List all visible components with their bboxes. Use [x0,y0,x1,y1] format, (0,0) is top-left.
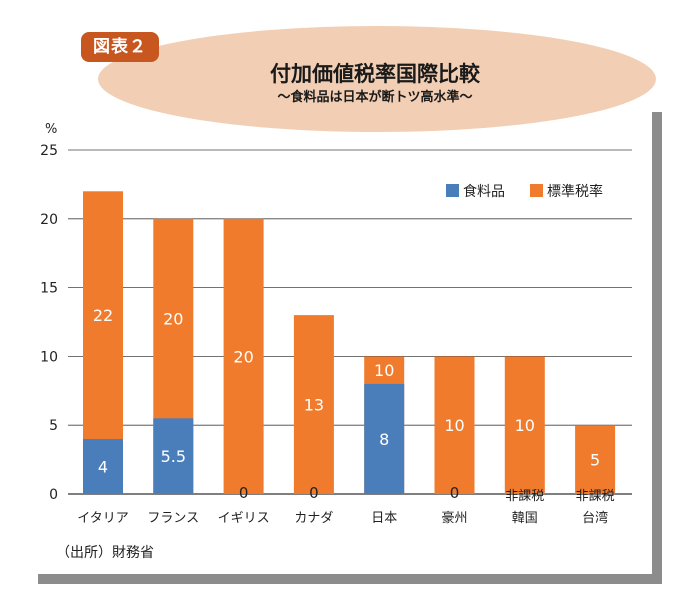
chart-subtitle: 〜食料品は日本が断トツ高水準〜 [277,90,473,105]
bar-standard-rate [504,356,545,494]
data-label-standard: 5 [590,451,600,470]
legend-swatch [446,184,459,197]
data-label-standard: 10 [444,416,464,435]
title-banner [98,26,656,132]
x-category-label: 台湾 [582,510,608,526]
chart-title: 付加価値税率国際比較 [270,62,480,86]
data-label-food: 5.5 [161,447,186,466]
chart-panel [28,98,652,574]
data-label-food: 0 [450,484,460,502]
data-label-standard: 20 [233,347,253,366]
y-tick-label: 20 [40,212,58,228]
x-category-note: 非課税 [576,488,615,504]
x-category-label: イタリア [77,511,128,526]
bar-food-rate [153,418,194,494]
x-category-label: 日本 [371,511,397,526]
data-label-standard: 22 [93,306,113,325]
legend-swatch [530,184,543,197]
data-label-food: 8 [379,430,389,449]
y-tick-label: 5 [49,418,58,434]
x-category-label: 豪州 [441,510,467,526]
data-label-standard: 13 [304,396,324,415]
x-category-note: 非課税 [505,488,544,504]
y-axis-unit: % [45,122,57,137]
bar-standard-rate [293,315,334,494]
data-label-food: 0 [309,484,319,502]
bar-food-rate [364,383,405,494]
bar-standard-rate [434,356,475,494]
x-category-label: 韓国 [512,511,538,526]
x-category-label: イギリス [218,511,270,526]
y-tick-label: 0 [49,487,58,503]
y-tick-label: 25 [40,143,58,159]
source-note: （出所）財務省 [56,545,154,561]
data-label-standard: 10 [374,361,394,380]
x-category-label: カナダ [294,511,333,526]
legend-label: 食料品 [463,183,505,200]
bar-standard-rate [223,218,264,495]
y-tick-label: 10 [40,349,58,365]
data-label-food: 4 [98,457,108,476]
bar-standard-rate [575,425,616,494]
data-label-standard: 10 [515,416,535,435]
legend-label: 標準税率 [547,183,603,200]
figure-badge: 図表２ [81,32,159,62]
bar-food-rate [83,438,123,494]
y-tick-label: 15 [40,281,58,297]
x-category-label: フランス [147,511,199,526]
data-label-standard: 20 [163,310,183,329]
data-label-food: 0 [239,484,249,502]
